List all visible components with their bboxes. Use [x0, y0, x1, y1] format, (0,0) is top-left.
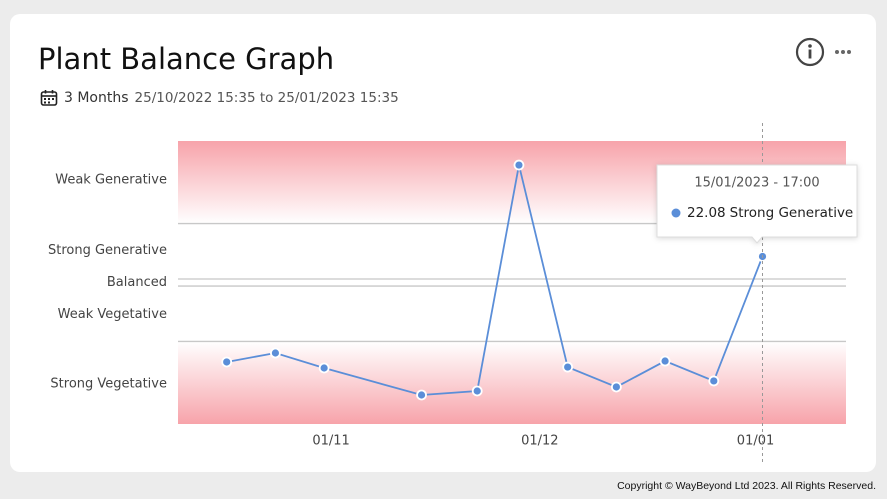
subtitle: 3 Months 25/10/2022 15:35 to 25/01/2023 … — [40, 89, 399, 107]
period: 3 Months — [64, 90, 129, 106]
data-point — [708, 375, 720, 387]
data-point — [221, 356, 233, 368]
title: Plant Balance Graph — [38, 42, 335, 76]
tooltip-label: Strong Generative — [730, 205, 854, 221]
tooltip-title: 15/01/2023 - 17:00 — [694, 176, 819, 191]
y-tick-label: Weak Vegetative — [58, 307, 167, 322]
data-point — [610, 381, 622, 393]
date-range: 25/10/2022 15:35 to 25/01/2023 15:35 — [134, 90, 399, 106]
data-point — [270, 347, 281, 359]
data-point — [416, 389, 427, 401]
card-actions — [795, 37, 851, 67]
tooltip-number: 22.08 — [687, 205, 726, 221]
tooltip-value: 22.08 Strong Generative — [687, 205, 853, 221]
calendar-icon — [40, 90, 58, 106]
info-button[interactable] — [795, 37, 825, 67]
more-button[interactable] — [835, 50, 851, 54]
tooltip: 15/01/2023 - 17:00 22.08 Strong Generative — [656, 164, 858, 244]
x-tick-label: 01/11 — [312, 434, 349, 449]
copyright: Copyright © WayBeyond Ltd 2023. All Righ… — [617, 480, 876, 492]
y-tick-label: Balanced — [107, 275, 167, 290]
zone — [178, 341, 846, 424]
tooltip-marker — [671, 208, 681, 218]
data-point — [318, 362, 330, 374]
x-tick-label: 01/12 — [521, 434, 558, 449]
data-point — [562, 361, 574, 373]
y-tick-label: Weak Generative — [55, 172, 167, 187]
x-tick-label: 01/01 — [737, 434, 774, 449]
data-point — [659, 355, 671, 367]
chart: Weak Generative Strong Generative Balanced… — [48, 123, 858, 462]
data-point — [471, 385, 483, 397]
y-tick-label: Strong Generative — [48, 243, 167, 258]
tooltip-box — [656, 164, 858, 244]
y-tick-label: Strong Vegetative — [50, 376, 167, 391]
data-point — [513, 159, 525, 171]
